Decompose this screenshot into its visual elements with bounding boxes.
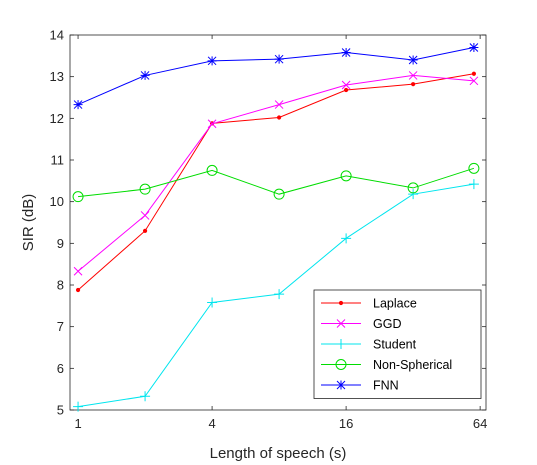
legend: Laplace GGD Student Non-Spherical FNN bbox=[313, 289, 482, 399]
y-tick-label: 8 bbox=[57, 278, 64, 293]
legend-label: GGD bbox=[373, 317, 401, 331]
data-point-student bbox=[341, 233, 352, 244]
legend-marker bbox=[336, 380, 346, 390]
legend-item-student: Student bbox=[321, 338, 417, 352]
data-point-student bbox=[408, 189, 419, 200]
data-point-ggd bbox=[274, 100, 284, 109]
series-line-non-spherical bbox=[78, 167, 475, 198]
y-tick-label: 6 bbox=[57, 361, 64, 376]
legend-item-ggd: GGD bbox=[321, 317, 401, 331]
legend-marker bbox=[336, 319, 346, 328]
series-ggd bbox=[73, 71, 479, 276]
data-point-student bbox=[73, 401, 84, 412]
data-point-laplace bbox=[277, 115, 282, 120]
data-point-ggd bbox=[140, 211, 150, 220]
y-tick-label: 14 bbox=[50, 28, 64, 43]
data-point-student bbox=[140, 391, 151, 402]
y-tick-label: 12 bbox=[50, 111, 64, 126]
data-point-non-spherical bbox=[206, 164, 218, 176]
x-axis-title: Length of speech (s) bbox=[210, 445, 347, 462]
data-point-ggd bbox=[73, 266, 83, 276]
x-axis: 1 4 16 64 bbox=[74, 35, 487, 431]
data-point-non-spherical bbox=[139, 183, 151, 195]
y-tick-label: 11 bbox=[51, 153, 65, 168]
series-laplace bbox=[75, 71, 476, 293]
series-non-spherical bbox=[72, 162, 480, 203]
data-point-fnn bbox=[140, 70, 150, 80]
y-tick-label: 10 bbox=[50, 194, 64, 209]
data-point-non-spherical bbox=[407, 182, 419, 194]
legend-item-fnn: FNN bbox=[321, 379, 399, 393]
data-point-ggd bbox=[408, 71, 418, 80]
data-point-ggd bbox=[469, 76, 479, 86]
data-point-ggd bbox=[207, 119, 217, 129]
legend-marker bbox=[335, 359, 347, 370]
y-axis: 5 6 7 8 9 10 11 12 13 14 bbox=[50, 28, 486, 418]
y-tick-label: 13 bbox=[50, 69, 64, 84]
x-tick-label: 16 bbox=[339, 416, 353, 431]
data-point-non-spherical bbox=[72, 191, 84, 203]
y-axis-title: SIR (dB) bbox=[20, 194, 37, 252]
data-point-laplace bbox=[344, 87, 349, 93]
data-point-laplace bbox=[142, 228, 148, 233]
data-point-fnn bbox=[73, 100, 83, 110]
legend-label: Non-Spherical bbox=[373, 358, 452, 372]
data-point-fnn bbox=[274, 54, 284, 64]
data-point-student bbox=[468, 179, 479, 190]
legend-label: FNN bbox=[373, 379, 399, 393]
data-point-non-spherical bbox=[340, 170, 352, 182]
series-student bbox=[73, 179, 479, 412]
data-point-non-spherical bbox=[468, 162, 480, 174]
legend-label: Laplace bbox=[373, 297, 417, 311]
data-point-laplace bbox=[411, 82, 416, 87]
x-tick-label: 1 bbox=[74, 416, 81, 431]
data-point-fnn bbox=[341, 48, 351, 57]
x-tick-label: 64 bbox=[473, 416, 487, 431]
data-point-ggd bbox=[341, 80, 351, 90]
data-point-laplace bbox=[75, 287, 81, 293]
data-point-fnn bbox=[207, 56, 217, 66]
series-fnn bbox=[73, 43, 479, 110]
y-tick-label: 5 bbox=[57, 403, 64, 418]
data-point-non-spherical bbox=[273, 188, 285, 200]
data-point-student bbox=[274, 289, 285, 300]
y-tick-label: 9 bbox=[57, 236, 64, 251]
data-point-laplace bbox=[471, 71, 476, 76]
legend-item-laplace: Laplace bbox=[321, 297, 417, 311]
data-point-student bbox=[207, 297, 218, 308]
legend-item-non-spherical: Non-Spherical bbox=[321, 358, 452, 372]
data-point-fnn bbox=[469, 43, 479, 52]
legend-label: Student bbox=[373, 338, 417, 352]
x-tick-label: 4 bbox=[208, 416, 215, 431]
legend-marker bbox=[338, 300, 344, 306]
legend-marker bbox=[336, 339, 346, 349]
data-point-fnn bbox=[408, 55, 418, 65]
series-layer bbox=[72, 43, 480, 412]
y-tick-label: 7 bbox=[57, 319, 64, 334]
